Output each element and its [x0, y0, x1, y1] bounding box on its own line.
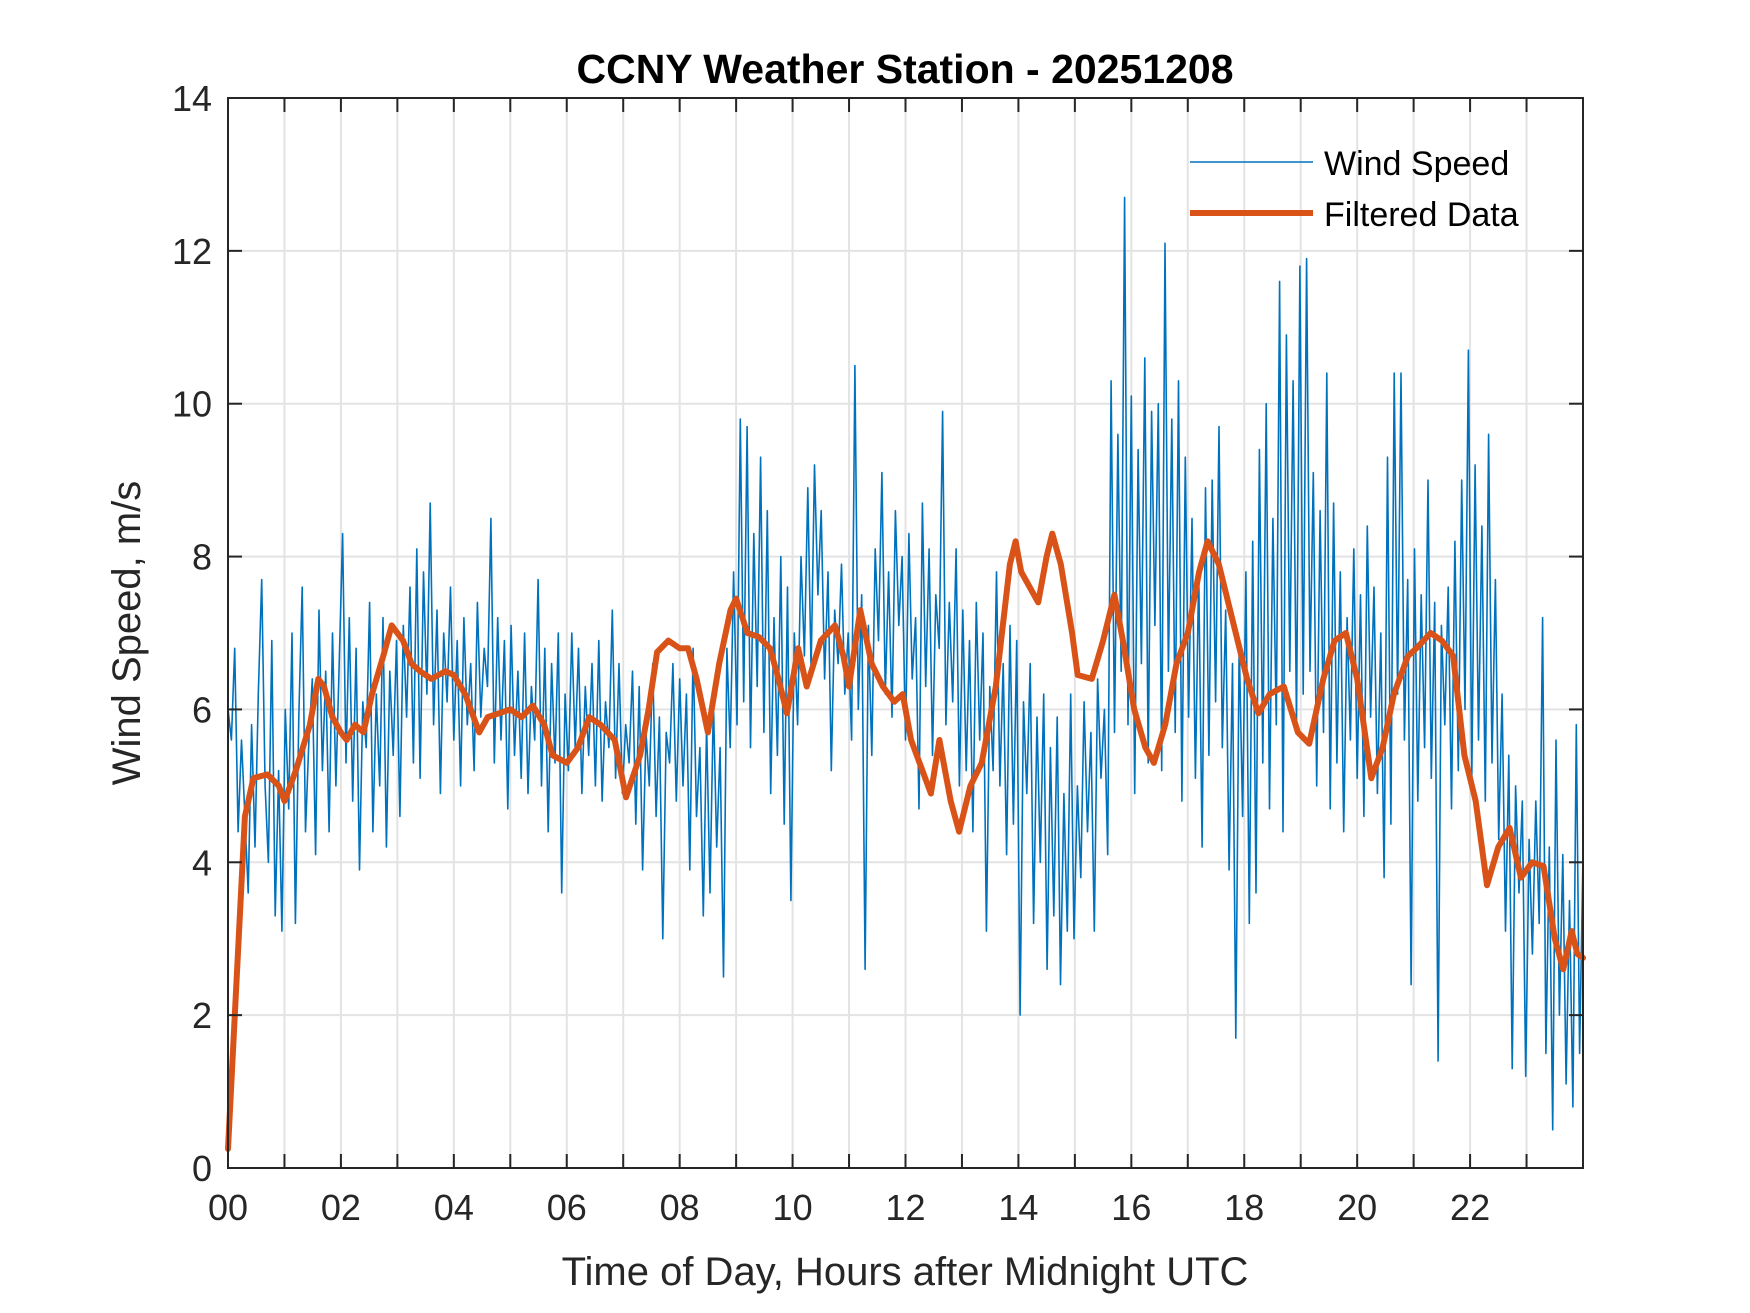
- wind-speed-line: [227, 196, 1584, 1131]
- x-tick-label: 18: [1224, 1187, 1264, 1228]
- x-tick-label: 22: [1450, 1187, 1490, 1228]
- x-tick-labels: 00 02 04 06 08 10 12 14 16 18 20 22: [208, 1187, 1490, 1228]
- x-tick-label: 10: [773, 1187, 813, 1228]
- y-tick-labels: 0 2 4 6 8 10 12 14: [172, 78, 212, 1189]
- x-axis-label: Time of Day, Hours after Midnight UTC: [562, 1250, 1249, 1294]
- y-tick-label: 2: [192, 995, 212, 1036]
- legend-wind-speed-label: Wind Speed: [1324, 145, 1509, 183]
- y-tick-label: 6: [192, 689, 212, 730]
- x-tick-label: 14: [998, 1187, 1038, 1228]
- y-tick-label: 10: [172, 384, 212, 425]
- x-tick-label: 08: [660, 1187, 700, 1228]
- y-tick-label: 12: [172, 231, 212, 272]
- y-tick-label: 8: [192, 537, 212, 578]
- y-tick-label: 14: [172, 78, 212, 119]
- y-tick-label: 0: [192, 1148, 212, 1189]
- x-tick-label: 06: [547, 1187, 587, 1228]
- x-tick-label: 02: [321, 1187, 361, 1228]
- filtered-data-series: [225, 530, 1586, 1152]
- x-tick-label: 20: [1337, 1187, 1377, 1228]
- filtered-data-line: [225, 530, 1586, 1152]
- legend-filtered-data-label: Filtered Data: [1324, 196, 1519, 234]
- chart-title: CCNY Weather Station - 20251208: [576, 46, 1233, 92]
- y-tick-label: 4: [192, 842, 212, 883]
- wind-speed-series: [227, 196, 1584, 1131]
- axes: [227, 97, 1584, 1169]
- x-tick-label: 04: [434, 1187, 474, 1228]
- x-tick-label: 00: [208, 1187, 248, 1228]
- x-tick-label: 16: [1111, 1187, 1151, 1228]
- legend: Wind Speed Filtered Data: [1190, 145, 1519, 234]
- y-axis-label: Wind Speed, m/s: [105, 481, 149, 786]
- x-tick-label: 12: [885, 1187, 925, 1228]
